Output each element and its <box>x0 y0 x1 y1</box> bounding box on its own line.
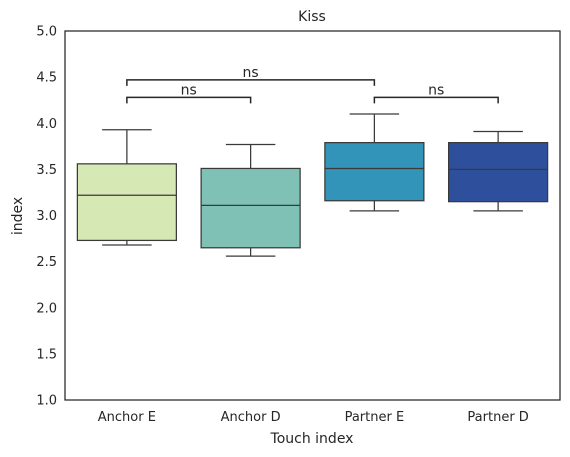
y-tick-label: 3.5 <box>36 163 57 178</box>
significance-bracket: ns <box>373 82 499 104</box>
x-tick-label: Anchor D <box>221 410 281 425</box>
box-partner-e <box>324 113 425 212</box>
x-tick-label: Partner E <box>345 410 405 425</box>
bracket-line <box>373 96 499 104</box>
y-tick-label: 3.0 <box>36 209 57 224</box>
significance-bracket: ns <box>126 82 252 104</box>
y-tick-label: 1.5 <box>36 347 57 362</box>
y-tick-label: 2.0 <box>36 301 57 316</box>
x-axis-title: Touch index <box>270 431 354 447</box>
box-series <box>76 113 549 257</box>
y-tick-label: 1.0 <box>36 394 57 409</box>
box-anchor-e <box>76 129 177 246</box>
box-anchor-d <box>200 143 301 257</box>
box-iqr <box>76 163 177 242</box>
x-tick-label: Partner D <box>467 410 528 425</box>
chart-title: Kiss <box>298 9 326 25</box>
significance-bracket: ns <box>126 65 376 86</box>
significance-annotations: ns ns ns <box>126 65 499 104</box>
y-axis: 1.0 1.5 2.0 2.5 3.0 3.5 4.0 4.5 5.0 <box>36 25 57 409</box>
significance-label: ns <box>428 82 444 98</box>
y-tick-label: 4.0 <box>36 117 57 132</box>
significance-label: ns <box>243 65 259 81</box>
y-tick-label: 5.0 <box>36 25 57 40</box>
box-iqr <box>324 141 425 202</box>
significance-label: ns <box>181 82 197 98</box>
x-tick-label: Anchor E <box>98 410 156 425</box>
bracket-line <box>126 96 252 104</box>
box-iqr <box>200 167 301 249</box>
x-axis: Anchor E Anchor D Partner E Partner D <box>98 410 529 425</box>
box-partner-d <box>448 130 549 212</box>
y-tick-label: 4.5 <box>36 71 57 86</box>
y-axis-title: index <box>10 197 26 235</box>
box-iqr <box>448 141 549 203</box>
y-tick-label: 2.5 <box>36 255 57 270</box>
bracket-line <box>126 79 376 86</box>
plot-frame <box>64 30 561 401</box>
